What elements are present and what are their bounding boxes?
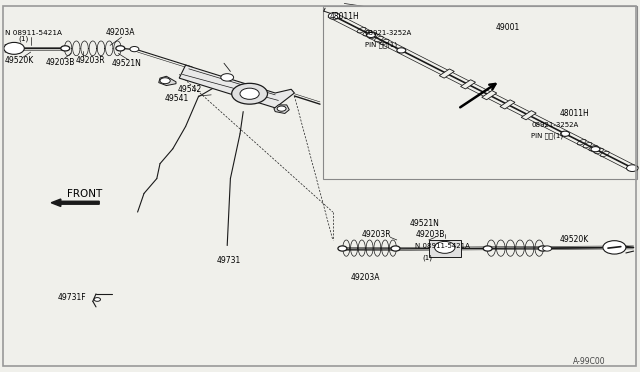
- Circle shape: [538, 246, 547, 251]
- Polygon shape: [439, 69, 454, 78]
- Text: PIN ピン(1): PIN ピン(1): [531, 132, 563, 139]
- Polygon shape: [482, 90, 497, 100]
- Text: 49001: 49001: [496, 23, 520, 32]
- Text: 49203A: 49203A: [351, 273, 380, 282]
- Polygon shape: [159, 76, 176, 86]
- Polygon shape: [274, 105, 289, 113]
- Text: 49203R: 49203R: [362, 230, 391, 239]
- Circle shape: [591, 147, 600, 152]
- Circle shape: [277, 106, 286, 111]
- Text: 49542: 49542: [178, 85, 202, 94]
- Circle shape: [130, 46, 139, 52]
- Polygon shape: [500, 100, 515, 109]
- Polygon shape: [461, 80, 476, 89]
- FancyArrow shape: [51, 199, 99, 206]
- Circle shape: [338, 246, 347, 251]
- Text: 08921-3252A: 08921-3252A: [365, 31, 412, 36]
- Circle shape: [367, 32, 376, 38]
- Text: 49203A: 49203A: [106, 28, 135, 37]
- Circle shape: [328, 13, 340, 19]
- Circle shape: [391, 246, 400, 251]
- Text: 08921-3252A: 08921-3252A: [531, 122, 579, 128]
- Text: PIN ピン(1): PIN ピン(1): [365, 41, 397, 48]
- Circle shape: [160, 78, 170, 84]
- Text: FRONT: FRONT: [67, 189, 102, 199]
- Text: 49731: 49731: [216, 256, 241, 265]
- Circle shape: [435, 241, 455, 253]
- Circle shape: [483, 246, 492, 251]
- Circle shape: [221, 74, 234, 81]
- Polygon shape: [521, 110, 536, 120]
- Text: A-99C00: A-99C00: [573, 357, 605, 366]
- Text: 49203R: 49203R: [76, 56, 105, 65]
- Text: 49203B: 49203B: [46, 58, 76, 67]
- Circle shape: [627, 165, 638, 171]
- Circle shape: [543, 246, 552, 251]
- Circle shape: [397, 48, 406, 53]
- Circle shape: [561, 131, 570, 137]
- Text: 48011H: 48011H: [560, 109, 589, 118]
- Text: (1): (1): [18, 36, 28, 42]
- Circle shape: [61, 46, 70, 51]
- Text: 48011H: 48011H: [330, 12, 359, 21]
- Text: (1): (1): [422, 254, 433, 261]
- Text: 49521N: 49521N: [112, 60, 142, 68]
- Bar: [323, 6, 637, 179]
- Text: N 08911-5421A: N 08911-5421A: [5, 30, 62, 36]
- Text: 49520K: 49520K: [5, 56, 35, 65]
- Circle shape: [603, 241, 626, 254]
- Text: 49520K: 49520K: [560, 235, 589, 244]
- Text: 49541: 49541: [164, 94, 189, 103]
- Circle shape: [116, 46, 125, 51]
- Circle shape: [232, 83, 268, 104]
- Polygon shape: [179, 65, 294, 108]
- Text: 49521N: 49521N: [410, 219, 440, 228]
- Polygon shape: [429, 240, 461, 257]
- Circle shape: [4, 42, 24, 54]
- Circle shape: [94, 298, 100, 301]
- Circle shape: [240, 88, 259, 99]
- Text: 49203B: 49203B: [416, 230, 445, 239]
- Text: N 08911-5421A: N 08911-5421A: [415, 243, 470, 249]
- Text: 49731F: 49731F: [58, 293, 86, 302]
